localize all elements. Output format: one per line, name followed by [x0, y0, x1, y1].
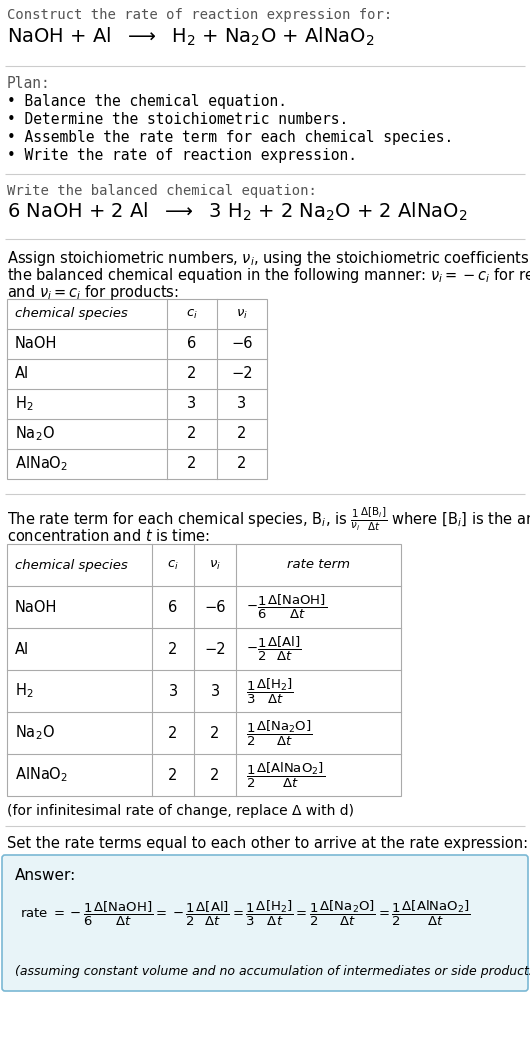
Text: −6: −6 [204, 599, 226, 615]
Text: 3: 3 [237, 397, 246, 412]
Text: AlNaO$_2$: AlNaO$_2$ [15, 766, 68, 785]
Text: 2: 2 [210, 725, 220, 741]
Text: 2: 2 [169, 725, 178, 741]
Text: 6: 6 [169, 599, 178, 615]
Text: • Determine the stoichiometric numbers.: • Determine the stoichiometric numbers. [7, 111, 348, 127]
Text: • Write the rate of reaction expression.: • Write the rate of reaction expression. [7, 148, 357, 163]
Text: −6: −6 [231, 337, 253, 351]
Text: • Assemble the rate term for each chemical species.: • Assemble the rate term for each chemic… [7, 130, 453, 145]
Text: chemical species: chemical species [15, 307, 128, 321]
Text: rate term: rate term [287, 559, 350, 571]
FancyBboxPatch shape [2, 855, 528, 991]
Text: • Balance the chemical equation.: • Balance the chemical equation. [7, 94, 287, 109]
Text: the balanced chemical equation in the following manner: $\nu_i = -c_i$ for react: the balanced chemical equation in the fo… [7, 266, 530, 286]
Text: −2: −2 [204, 642, 226, 656]
Text: Na$_2$O: Na$_2$O [15, 723, 55, 742]
Text: $c_i$: $c_i$ [186, 307, 198, 321]
Text: The rate term for each chemical species, B$_i$, is $\frac{1}{\nu_i}\frac{\Delta[: The rate term for each chemical species,… [7, 506, 530, 534]
Text: chemical species: chemical species [15, 559, 128, 571]
Text: Set the rate terms equal to each other to arrive at the rate expression:: Set the rate terms equal to each other t… [7, 836, 528, 851]
Text: 3: 3 [210, 684, 219, 698]
Bar [7, 299, 267, 479]
Text: H$_2$: H$_2$ [15, 395, 33, 414]
Text: Assign stoichiometric numbers, $\nu_i$, using the stoichiometric coefficients, $: Assign stoichiometric numbers, $\nu_i$, … [7, 249, 530, 268]
Text: $\dfrac{1}{3}\dfrac{\Delta[\mathrm{H_2}]}{\Delta t}$: $\dfrac{1}{3}\dfrac{\Delta[\mathrm{H_2}]… [246, 676, 294, 705]
Text: $\nu_i$: $\nu_i$ [236, 307, 248, 321]
Text: 2: 2 [237, 426, 246, 442]
Text: Plan:: Plan: [7, 76, 51, 91]
Text: 3: 3 [169, 684, 178, 698]
Text: 2: 2 [187, 367, 197, 381]
Text: H$_2$: H$_2$ [15, 681, 33, 700]
Text: 2: 2 [187, 456, 197, 471]
Text: $-\dfrac{1}{6}\dfrac{\Delta[\mathrm{NaOH}]}{\Delta t}$: $-\dfrac{1}{6}\dfrac{\Delta[\mathrm{NaOH… [246, 593, 327, 621]
Text: $-\dfrac{1}{2}\dfrac{\Delta[\mathrm{Al}]}{\Delta t}$: $-\dfrac{1}{2}\dfrac{\Delta[\mathrm{Al}]… [246, 635, 302, 663]
Text: 6: 6 [188, 337, 197, 351]
Text: $\dfrac{1}{2}\dfrac{\Delta[\mathrm{Na_2O}]}{\Delta t}$: $\dfrac{1}{2}\dfrac{\Delta[\mathrm{Na_2O… [246, 718, 312, 747]
Text: Al: Al [15, 367, 29, 381]
Text: 2: 2 [169, 642, 178, 656]
Text: Answer:: Answer: [15, 868, 76, 883]
Text: AlNaO$_2$: AlNaO$_2$ [15, 454, 68, 473]
Text: NaOH + Al  $\longrightarrow$  H$_2$ + Na$_2$O + AlNaO$_2$: NaOH + Al $\longrightarrow$ H$_2$ + Na$_… [7, 26, 374, 48]
Text: $\dfrac{1}{2}\dfrac{\Delta[\mathrm{AlNaO_2}]}{\Delta t}$: $\dfrac{1}{2}\dfrac{\Delta[\mathrm{AlNaO… [246, 761, 325, 790]
Text: 3: 3 [188, 397, 197, 412]
Text: NaOH: NaOH [15, 599, 57, 615]
Text: 2: 2 [169, 768, 178, 783]
Text: Construct the rate of reaction expression for:: Construct the rate of reaction expressio… [7, 8, 392, 22]
Text: concentration and $t$ is time:: concentration and $t$ is time: [7, 528, 210, 544]
Text: 2: 2 [187, 426, 197, 442]
Text: $c_i$: $c_i$ [167, 559, 179, 572]
Text: and $\nu_i = c_i$ for products:: and $\nu_i = c_i$ for products: [7, 283, 179, 302]
Text: −2: −2 [231, 367, 253, 381]
Bar [7, 544, 401, 796]
Text: Na$_2$O: Na$_2$O [15, 425, 55, 443]
Text: Al: Al [15, 642, 29, 656]
Text: rate $= -\dfrac{1}{6}\dfrac{\Delta[\mathrm{NaOH}]}{\Delta t} = -\dfrac{1}{2}\dfr: rate $= -\dfrac{1}{6}\dfrac{\Delta[\math… [20, 898, 471, 927]
Text: 2: 2 [210, 768, 220, 783]
Text: NaOH: NaOH [15, 337, 57, 351]
Text: 2: 2 [237, 456, 246, 471]
Text: (for infinitesimal rate of change, replace Δ with d): (for infinitesimal rate of change, repla… [7, 804, 354, 818]
Text: (assuming constant volume and no accumulation of intermediates or side products): (assuming constant volume and no accumul… [15, 966, 530, 978]
Text: 6 NaOH + 2 Al  $\longrightarrow$  3 H$_2$ + 2 Na$_2$O + 2 AlNaO$_2$: 6 NaOH + 2 Al $\longrightarrow$ 3 H$_2$ … [7, 201, 467, 223]
Text: $\nu_i$: $\nu_i$ [209, 559, 221, 572]
Text: Write the balanced chemical equation:: Write the balanced chemical equation: [7, 184, 317, 198]
